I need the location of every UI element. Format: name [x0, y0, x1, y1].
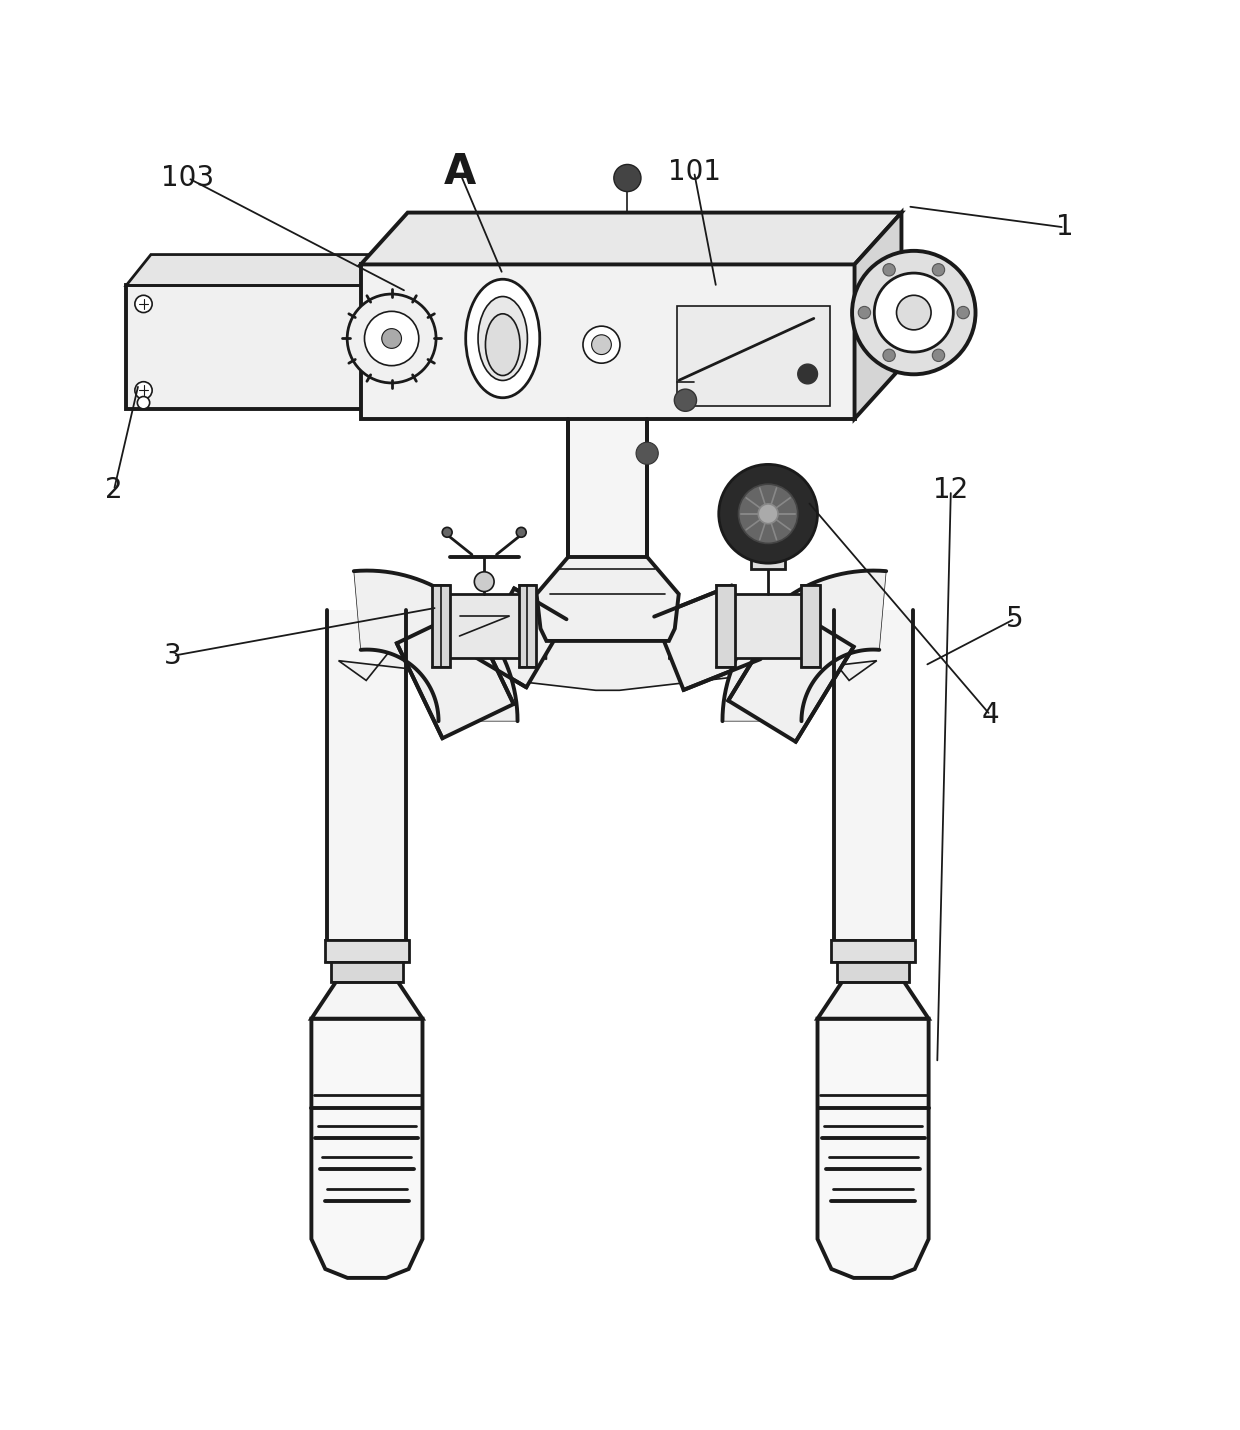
Circle shape	[897, 295, 931, 330]
Text: 103: 103	[161, 164, 215, 192]
Bar	[126, 286, 367, 409]
Polygon shape	[655, 586, 760, 689]
Circle shape	[932, 349, 945, 362]
Circle shape	[138, 396, 150, 409]
Circle shape	[797, 365, 817, 383]
Bar	[837, 962, 909, 981]
Polygon shape	[353, 571, 517, 721]
Circle shape	[516, 528, 526, 538]
Polygon shape	[474, 588, 567, 688]
Polygon shape	[537, 558, 678, 641]
Text: 12: 12	[934, 476, 968, 505]
Circle shape	[852, 250, 976, 375]
Circle shape	[758, 503, 777, 523]
Circle shape	[135, 295, 153, 313]
Polygon shape	[361, 213, 901, 265]
Circle shape	[591, 335, 611, 355]
Circle shape	[365, 312, 419, 366]
Bar	[751, 545, 785, 569]
Polygon shape	[311, 981, 423, 1018]
Bar	[445, 593, 523, 658]
Circle shape	[675, 389, 697, 412]
Circle shape	[475, 572, 494, 592]
Bar	[518, 585, 536, 666]
Text: 3: 3	[164, 642, 182, 669]
Text: 2: 2	[105, 476, 123, 505]
Bar	[433, 585, 450, 666]
Circle shape	[347, 295, 436, 383]
Polygon shape	[854, 213, 901, 419]
Circle shape	[739, 485, 797, 543]
Polygon shape	[126, 255, 392, 286]
Text: 4: 4	[982, 701, 999, 729]
Bar	[732, 593, 805, 658]
Ellipse shape	[485, 313, 520, 376]
Bar	[677, 306, 830, 406]
Bar	[361, 265, 854, 419]
Text: A: A	[444, 150, 476, 193]
Polygon shape	[339, 602, 877, 691]
Bar	[568, 419, 647, 558]
Polygon shape	[723, 571, 887, 721]
Bar	[833, 611, 913, 940]
Circle shape	[382, 329, 402, 349]
Text: 1: 1	[1055, 213, 1073, 242]
Circle shape	[874, 273, 954, 352]
Text: 101: 101	[667, 157, 720, 186]
Circle shape	[583, 326, 620, 363]
Circle shape	[957, 306, 970, 319]
Circle shape	[135, 382, 153, 399]
Text: 5: 5	[1006, 605, 1024, 632]
Circle shape	[719, 465, 817, 563]
Circle shape	[614, 164, 641, 192]
Bar	[831, 940, 915, 962]
Circle shape	[883, 263, 895, 276]
Circle shape	[636, 442, 658, 465]
Bar	[801, 585, 820, 666]
Bar	[717, 585, 735, 666]
Bar	[327, 611, 407, 940]
Ellipse shape	[479, 296, 527, 380]
Polygon shape	[728, 605, 853, 742]
Polygon shape	[817, 1018, 929, 1278]
Polygon shape	[817, 981, 929, 1018]
Circle shape	[858, 306, 870, 319]
Bar	[325, 940, 409, 962]
Polygon shape	[397, 609, 513, 738]
Polygon shape	[311, 1018, 423, 1278]
Circle shape	[883, 349, 895, 362]
Circle shape	[932, 263, 945, 276]
Bar	[331, 962, 403, 981]
Ellipse shape	[466, 279, 539, 398]
Circle shape	[443, 528, 453, 538]
